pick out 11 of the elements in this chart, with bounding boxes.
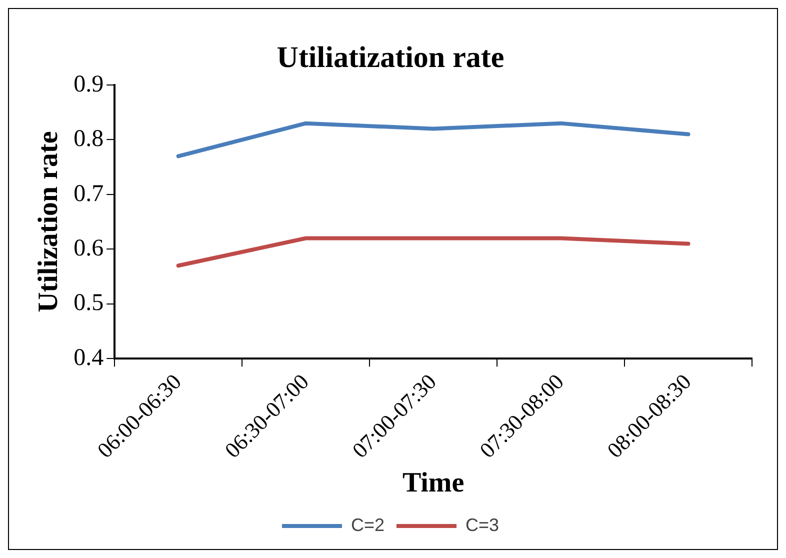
y-tick-label: 0.6: [74, 236, 104, 262]
y-tick-label: 0.7: [74, 180, 104, 207]
legend-label: C=2: [350, 514, 385, 535]
x-axis-title: Time: [402, 467, 464, 498]
y-axis-title: Utilization rate: [33, 131, 64, 312]
y-tick-label: 0.4: [74, 344, 104, 371]
legend-label: C=3: [466, 514, 500, 535]
chart-title: Utiliatization rate: [276, 40, 504, 74]
y-tick-label: 0.8: [74, 126, 104, 152]
y-tick-label: 0.9: [74, 71, 104, 98]
y-tick-label: 0.5: [74, 290, 104, 316]
